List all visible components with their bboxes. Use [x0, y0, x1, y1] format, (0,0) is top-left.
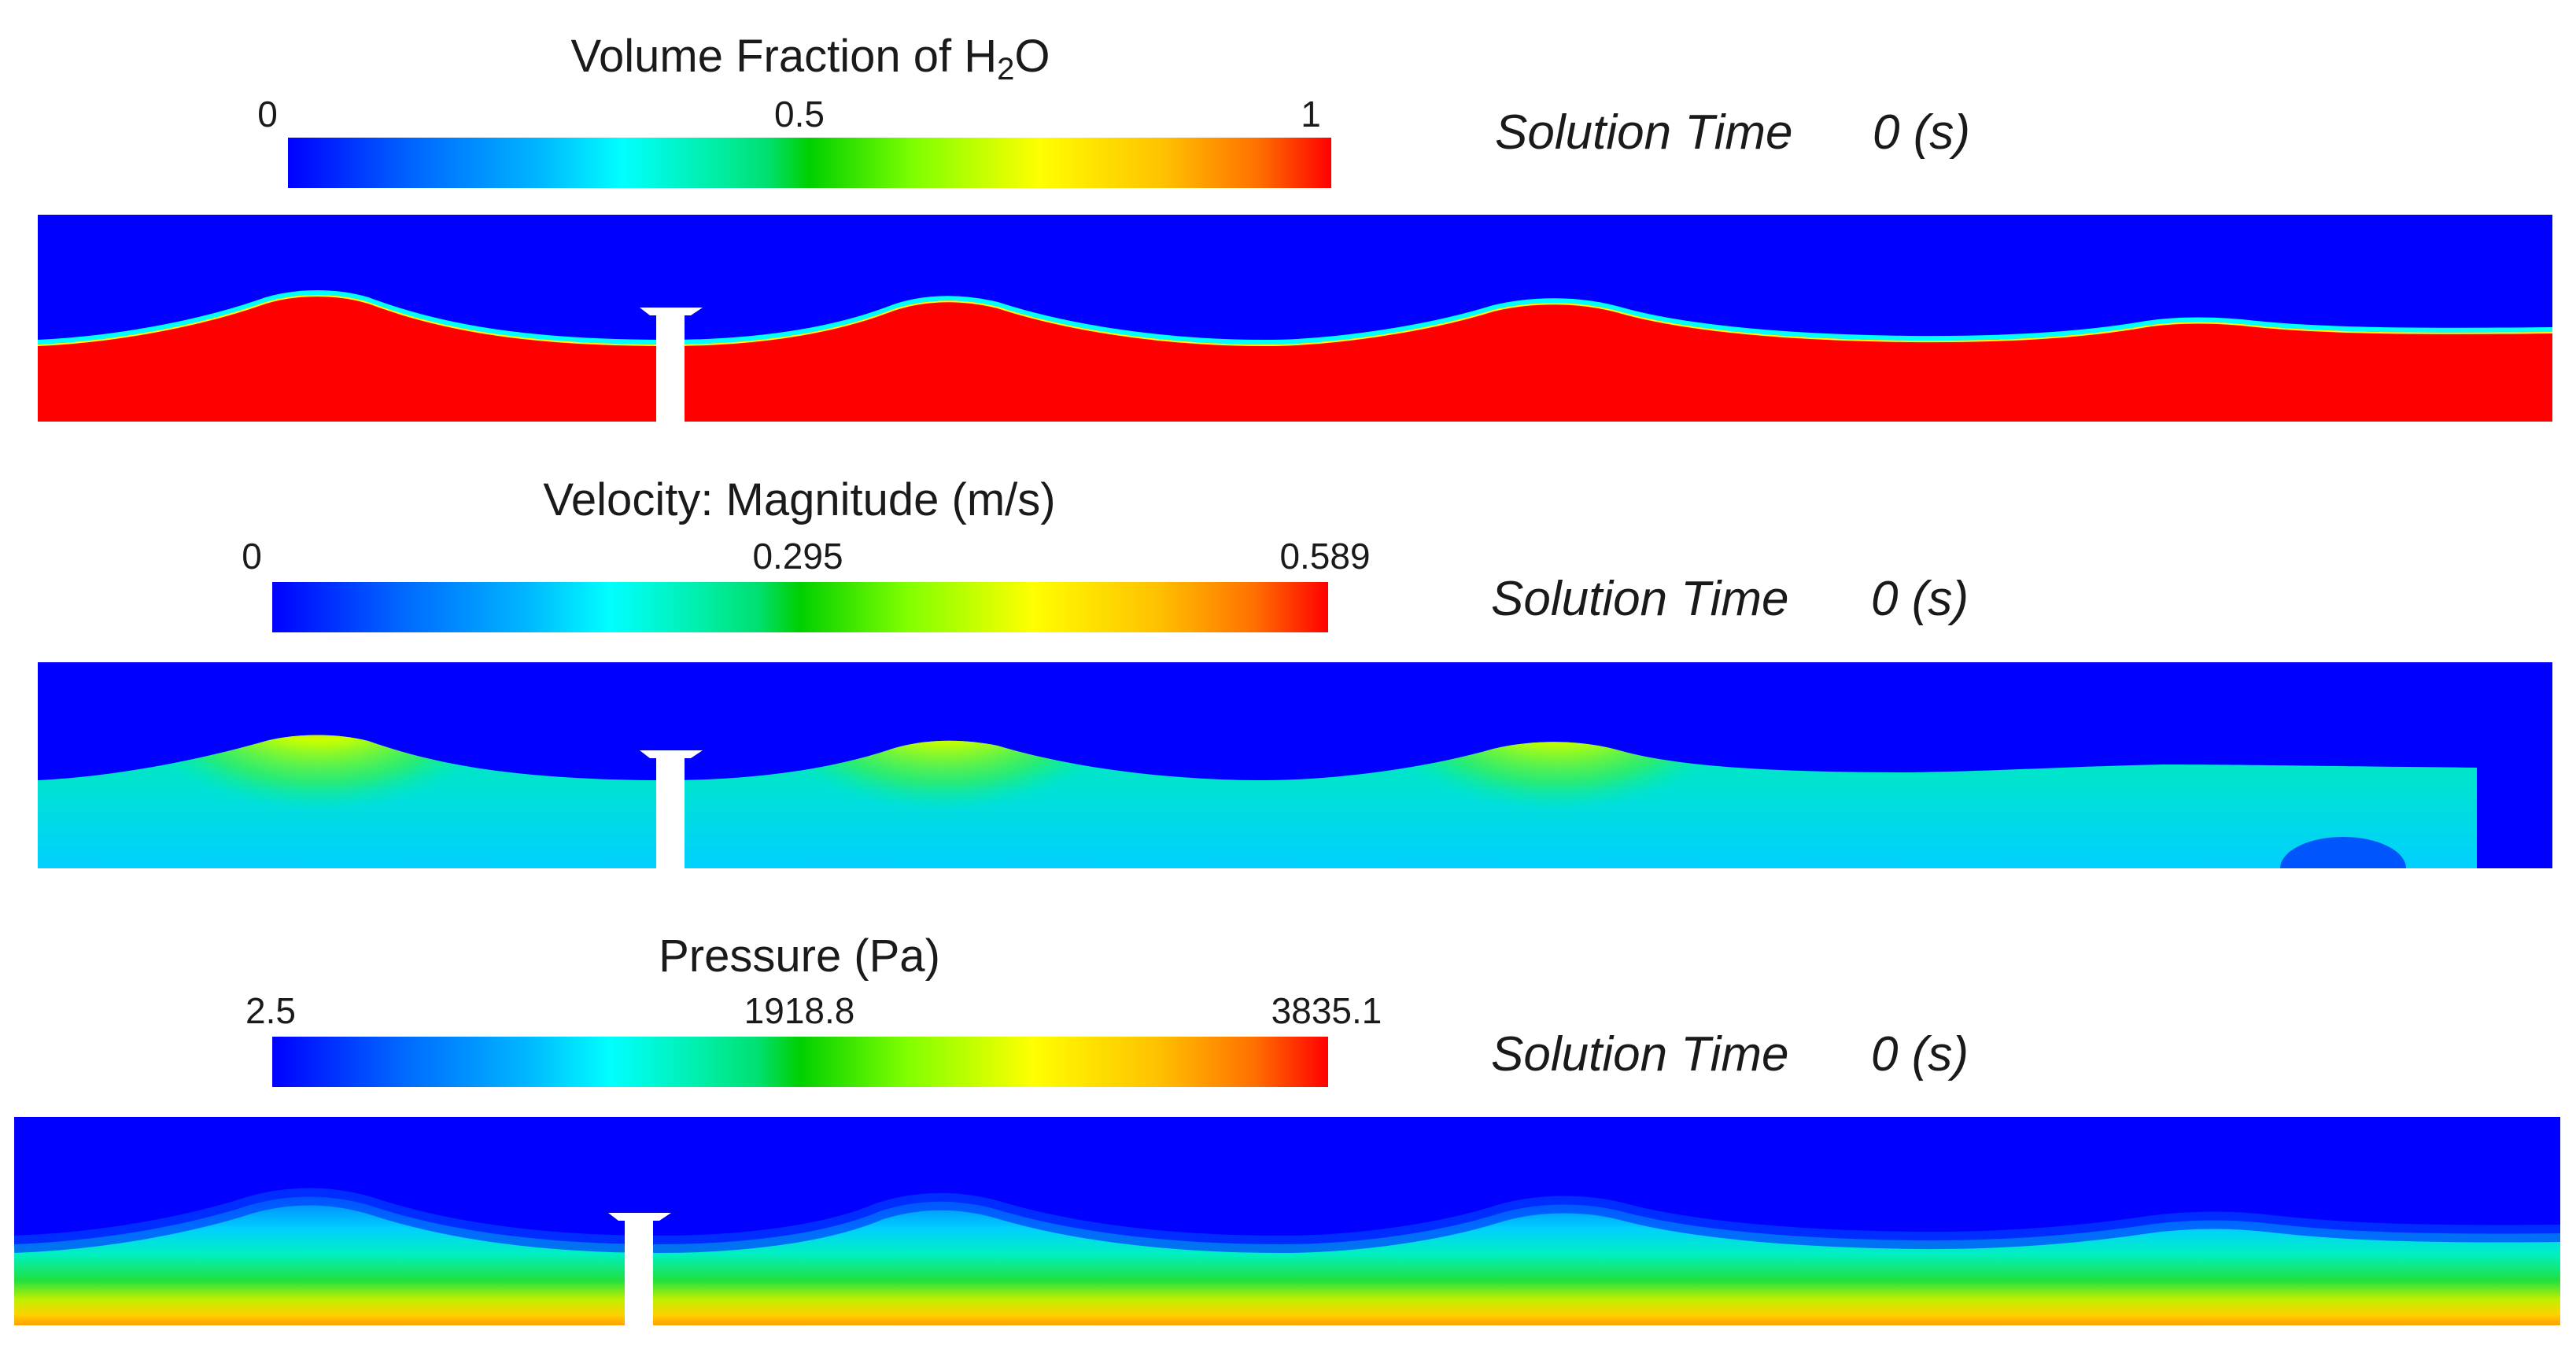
structure-pillar: [640, 750, 703, 868]
solution-time-value: 0 (s): [1871, 1027, 1969, 1081]
velocity-contour: [38, 662, 2552, 868]
colorbar-tick-min: 0: [257, 94, 278, 134]
colorbar-tick-mid: 0.5: [774, 94, 825, 134]
volume-fraction-contour: [38, 215, 2552, 422]
pressure-title: Pressure (Pa): [659, 930, 940, 982]
volume-fraction-colorbar: [288, 138, 1331, 188]
volume-fraction-title: Volume Fraction of H2O: [570, 31, 1050, 87]
velocity-colorbar: [272, 582, 1328, 632]
colorbar-tick-max: 3835.1: [1271, 990, 1382, 1031]
structure-pillar: [640, 308, 703, 422]
colorbar-tick-min: 0: [242, 536, 262, 577]
solution-time-label: Solution Time: [1491, 1027, 1789, 1081]
pressure-colorbar: [272, 1037, 1328, 1087]
colorbar-tick-max: 1: [1301, 94, 1321, 134]
structure-pillar: [608, 1213, 671, 1325]
velocity-title: Velocity: Magnitude (m/s): [543, 474, 1056, 525]
solution-time-label: Solution Time: [1491, 572, 1789, 626]
solution-time-value: 0 (s): [1871, 572, 1969, 626]
pressure-contour: [14, 1117, 2560, 1325]
colorbar-tick-min: 2.5: [245, 990, 296, 1031]
solution-time-label: Solution Time: [1495, 105, 1793, 160]
solution-time-value: 0 (s): [1873, 105, 1970, 160]
colorbar-tick-mid: 0.295: [752, 536, 843, 577]
colorbar-tick-max: 0.589: [1279, 536, 1371, 577]
colorbar-tick-mid: 1918.8: [744, 990, 855, 1031]
